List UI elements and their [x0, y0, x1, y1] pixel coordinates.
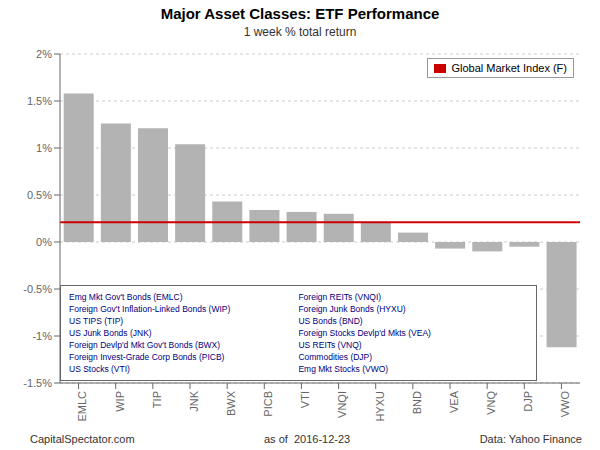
svg-text:HYXU: HYXU [374, 391, 386, 422]
html-text:Commodities (DJP): Commodities (DJP) [298, 352, 373, 362]
svg-text:VEA: VEA [448, 390, 460, 413]
svg-text:-0.5%: -0.5% [23, 283, 52, 295]
svg-text:BWX: BWX [225, 390, 237, 416]
html-text:Global Market Index (F): Global Market Index (F) [451, 62, 567, 74]
html-text:Foreign REITs (VNQI): Foreign REITs (VNQI) [298, 292, 382, 302]
svg-text:DJP: DJP [522, 391, 534, 412]
svg-text:1.5%: 1.5% [27, 95, 52, 107]
svg-text:-1%: -1% [32, 330, 52, 342]
html-text:Emg Mkt Gov't Bonds (EMLC): Emg Mkt Gov't Bonds (EMLC) [69, 292, 183, 302]
html-text:US Stocks (VTI): US Stocks (VTI) [69, 364, 130, 374]
html-text:Foreign Invest-Grade Corp Bond: Foreign Invest-Grade Corp Bonds (PICB) [69, 352, 225, 362]
html-text:CapitalSpectator.com: CapitalSpectator.com [30, 433, 135, 445]
html-text:Foreign Devlp'd Mkt Gov't Bond: Foreign Devlp'd Mkt Gov't Bonds (BWX) [69, 340, 221, 350]
svg-text:WIP: WIP [114, 391, 126, 412]
html-text:Foreign Junk Bonds (HYXU): Foreign Junk Bonds (HYXU) [298, 304, 406, 314]
html-text:Foreign Stocks Devlp'd Mkts (V: Foreign Stocks Devlp'd Mkts (VEA) [298, 328, 431, 338]
svg-text:0.5%: 0.5% [27, 189, 52, 201]
svg-text:VWO: VWO [559, 391, 571, 418]
svg-text:2%: 2% [36, 48, 52, 60]
svg-text:-1.5%: -1.5% [23, 377, 52, 389]
svg-text:VNQ: VNQ [485, 391, 497, 415]
svg-text:1%: 1% [36, 142, 52, 154]
html-text:1 week % total return: 1 week % total return [243, 25, 357, 39]
svg-text:0%: 0% [36, 236, 52, 248]
svg-text:EMLC: EMLC [76, 391, 88, 422]
html-text:US Junk Bonds (JNK): US Junk Bonds (JNK) [69, 328, 152, 338]
svg-text:JNK: JNK [188, 390, 200, 411]
svg-text:PICB: PICB [262, 391, 274, 417]
html-text:US REITs (VNQ): US REITs (VNQ) [298, 340, 362, 350]
svg-text:VTI: VTI [299, 391, 311, 408]
html-text:Foreign Gov't Inflation-Linked: Foreign Gov't Inflation-Linked Bonds (WI… [69, 304, 231, 314]
svg-text:VNQI: VNQI [336, 391, 348, 418]
svg-text:TIP: TIP [151, 391, 163, 408]
html-text:US Bonds (BND): US Bonds (BND) [298, 316, 363, 326]
html-text:Major Asset Classes: ETF Perfo: Major Asset Classes: ETF Performance [160, 5, 440, 22]
html-text:as of 2016-12-23: as of 2016-12-23 [264, 433, 351, 445]
html-text:Data: Yahoo Finance: Data: Yahoo Finance [479, 433, 582, 445]
html-text:US TIPS (TIP): US TIPS (TIP) [69, 316, 124, 326]
svg-text:BND: BND [411, 391, 423, 414]
html-text:Emg Mkt Stocks (VWO): Emg Mkt Stocks (VWO) [298, 364, 389, 374]
